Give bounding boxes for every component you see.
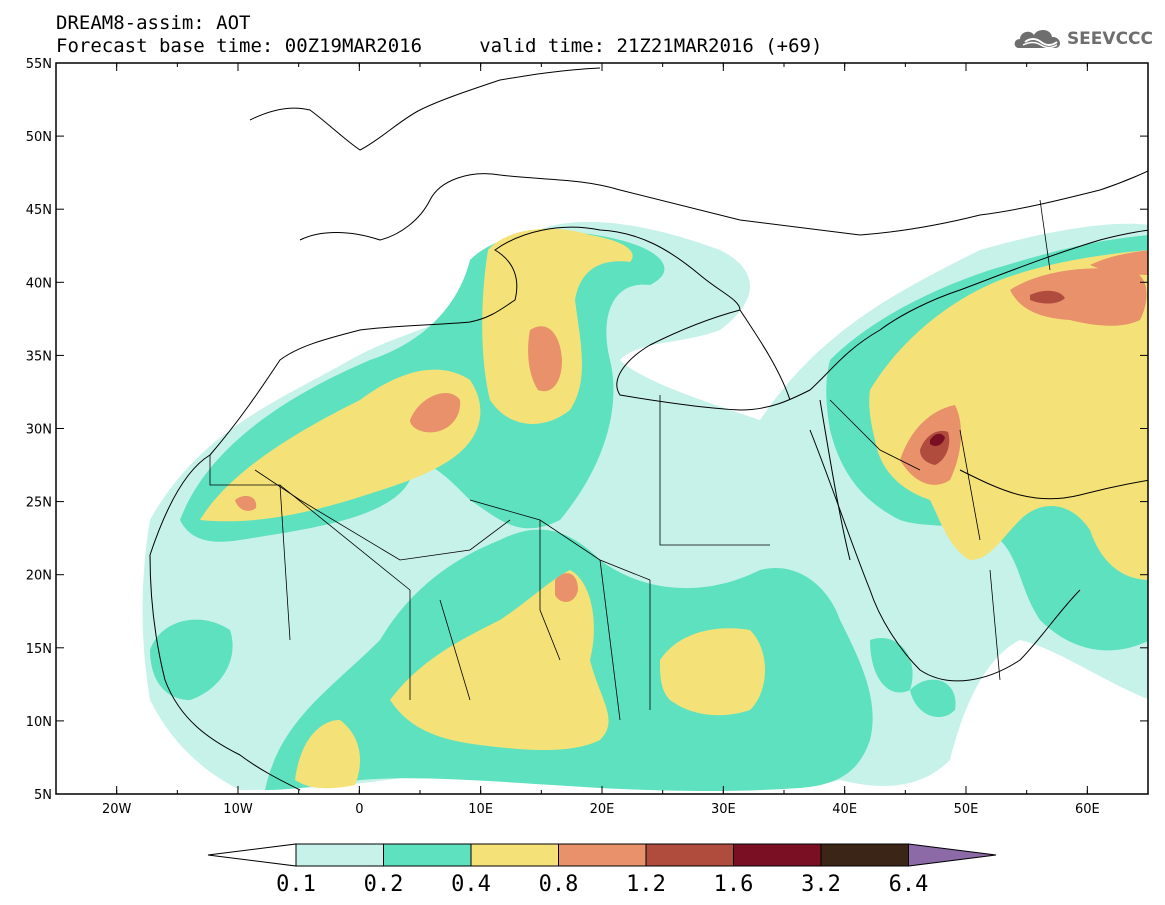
lon-label: 30E [711,802,736,817]
lat-label: 10N [26,715,52,730]
colorbar-segment [645,843,734,867]
lon-label: 20W [102,802,132,817]
aot-field [142,221,1148,791]
lat-label: 45N [26,203,52,218]
colorbar-label: 3.2 [801,872,841,897]
lat-label: 20N [26,569,52,584]
lat-label: 55N [26,57,52,72]
logo-text: SEEVCCC [1066,29,1153,49]
lon-label: 60E [1075,802,1100,817]
colorbar-segment [383,843,472,867]
lat-label: 25N [26,496,52,511]
colorbar-segment [820,843,909,867]
colorbar-label: 6.4 [889,872,929,897]
lon-label: 10W [223,802,253,817]
cloud-icon [1014,29,1060,49]
forecast-time-line: Forecast base time: 00Z19MAR2016 valid t… [56,35,823,57]
lon-label: 0 [355,802,363,817]
lat-label: 30N [26,423,52,438]
lat-label: 40N [26,276,52,291]
colorbar-label: 1.6 [714,872,754,897]
lon-label: 10E [468,802,493,817]
colorbar-label: 0.4 [451,872,491,897]
longitude-axis: 20W 10W 0 10E 20E 30E 40E 50E 60E [55,63,1149,817]
colorbar-segment [295,843,384,867]
colorbar-segment [558,843,647,867]
colorbar-high-triangle [908,843,997,867]
map-title: DREAM8-assim: AOT [56,12,251,34]
aot-level-0.4 [200,228,1148,789]
lat-label: 50N [26,130,52,145]
lat-label: 35N [26,349,52,364]
lat-label: 15N [26,642,52,657]
lat-label: 5N [34,788,52,803]
colorbar-segment [733,843,822,867]
colorbar-label: 0.8 [539,872,579,897]
lon-label: 50E [954,802,979,817]
coastlines [149,67,1148,791]
colorbar-label: 1.2 [626,872,666,897]
latitude-axis: 5N 10N 15N 20N 25N 30N 35N 40N 45N 50N 55N [26,57,1148,803]
colorbar-segment [470,843,559,867]
colorbar-label: 0.1 [276,872,316,897]
colorbar-label: 0.2 [364,872,404,897]
lon-label: 20E [590,802,615,817]
country-borders [209,199,1051,721]
seevccc-logo: SEEVCCC [1011,24,1153,54]
colorbar: 0.1 0.2 0.4 0.8 1.2 1.6 3.2 6.4 [207,843,997,897]
aot-level-1.6 [930,433,945,446]
colorbar-low-triangle [207,843,297,867]
lon-label: 40E [832,802,857,817]
